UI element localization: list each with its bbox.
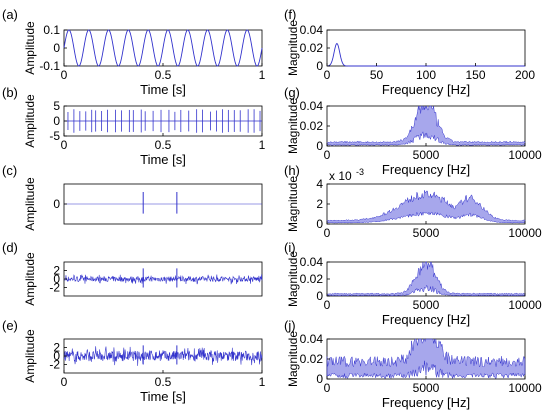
x-tick-label: 100 bbox=[416, 68, 436, 82]
y-tick-label: 0 bbox=[53, 197, 60, 211]
y-tick-label: 0.1 bbox=[43, 23, 60, 37]
x-axis-label: Frequency [Hz] bbox=[382, 162, 470, 177]
y-tick-label: 0 bbox=[53, 114, 60, 128]
y-tick-label: 0 bbox=[53, 349, 60, 363]
y-tick-label: 0.02 bbox=[300, 119, 324, 133]
y-tick-label: 0.04 bbox=[300, 255, 324, 269]
x-axis-label: Time [s] bbox=[140, 152, 186, 167]
x-tick-label: 1 bbox=[259, 138, 266, 152]
y-axis-label: Magnitude bbox=[286, 98, 300, 154]
panel-label: (h) bbox=[284, 163, 300, 178]
y-tick-label: 0 bbox=[316, 289, 323, 303]
x-tick-label: 0 bbox=[61, 138, 68, 152]
panel-label: (f) bbox=[284, 7, 296, 22]
panel-label: (j) bbox=[284, 318, 296, 333]
y-axis-label: Amplitude bbox=[23, 94, 37, 148]
x-tick-label: 150 bbox=[465, 68, 485, 82]
y-axis-label: Amplitude bbox=[23, 252, 37, 306]
sine-line bbox=[63, 29, 263, 67]
plot-frame bbox=[326, 29, 526, 67]
y-tick-label: 0.02 bbox=[300, 272, 324, 286]
x-tick-label: 10000 bbox=[508, 226, 542, 240]
x-tick-label: 5000 bbox=[413, 226, 440, 240]
x-axis-label: Frequency [Hz] bbox=[382, 395, 470, 410]
series-(j) bbox=[326, 338, 526, 380]
series-(a) bbox=[63, 29, 263, 67]
y-tick-label: 2 bbox=[53, 264, 60, 278]
y-axis-label: Amplitude bbox=[23, 177, 37, 231]
axis-multiplier: x 10 bbox=[329, 169, 352, 183]
x-tick-label: 5000 bbox=[413, 381, 440, 395]
signal-line bbox=[63, 274, 263, 285]
series-(b) bbox=[64, 109, 262, 133]
y-tick-label: 0 bbox=[316, 217, 323, 231]
y-axis-label: Magnitude bbox=[286, 251, 300, 307]
y-tick-label: 0.02 bbox=[300, 41, 324, 55]
y-tick-label: 0.04 bbox=[300, 99, 324, 113]
x-tick-label: 0 bbox=[324, 381, 331, 395]
y-tick-label: 2 bbox=[316, 197, 323, 211]
x-tick-label: 5000 bbox=[413, 148, 440, 162]
y-tick-label: 4 bbox=[316, 177, 323, 191]
y-tick-label: -2 bbox=[49, 281, 60, 295]
y-tick-label: -2 bbox=[49, 358, 60, 372]
panel-label: (c) bbox=[2, 163, 17, 178]
y-tick-label: 0.04 bbox=[300, 23, 324, 37]
y-tick-label: 0 bbox=[53, 272, 60, 286]
panel-label: (a) bbox=[2, 7, 18, 22]
plot-frame bbox=[63, 261, 263, 297]
series-(e) bbox=[63, 345, 263, 366]
signal-line bbox=[63, 346, 263, 366]
x-tick-label: 0 bbox=[324, 148, 331, 162]
spectrum-band bbox=[326, 338, 526, 380]
panel-label: (d) bbox=[2, 240, 18, 255]
x-tick-label: 10000 bbox=[508, 148, 542, 162]
y-tick-label: 0 bbox=[316, 59, 323, 73]
y-tick-label: 0 bbox=[316, 372, 323, 386]
y-axis-label: Amplitude bbox=[23, 21, 37, 75]
x-tick-label: 50 bbox=[370, 68, 384, 82]
x-tick-label: 0 bbox=[61, 68, 68, 82]
y-tick-label: 0.04 bbox=[300, 332, 324, 346]
series-(c) bbox=[64, 192, 262, 214]
x-axis-label: Frequency [Hz] bbox=[382, 82, 470, 97]
x-tick-label: 0 bbox=[61, 375, 68, 389]
y-tick-label: 0 bbox=[53, 41, 60, 55]
axis-multiplier-exponent: -3 bbox=[356, 167, 364, 177]
y-axis-label: Magnitude bbox=[286, 176, 300, 232]
x-tick-label: 5000 bbox=[413, 298, 440, 312]
y-tick-label: 0.02 bbox=[300, 352, 324, 366]
series-(d) bbox=[63, 268, 263, 288]
x-axis-label: Time [s] bbox=[140, 82, 186, 97]
x-tick-label: 0 bbox=[324, 226, 331, 240]
x-tick-label: 1 bbox=[259, 68, 266, 82]
x-tick-label: 0.5 bbox=[155, 375, 172, 389]
x-tick-label: 0.5 bbox=[155, 68, 172, 82]
y-axis-label: Magnitude bbox=[286, 20, 300, 76]
x-tick-label: 0 bbox=[324, 68, 331, 82]
x-tick-label: 0 bbox=[324, 298, 331, 312]
x-tick-label: 10000 bbox=[508, 381, 542, 395]
panel-label: (i) bbox=[284, 240, 296, 255]
x-tick-label: 200 bbox=[515, 68, 535, 82]
x-axis-label: Frequency [Hz] bbox=[382, 312, 470, 327]
x-tick-label: 0.5 bbox=[155, 138, 172, 152]
x-axis-label: Time [s] bbox=[140, 389, 186, 404]
y-tick-label: -0.1 bbox=[39, 59, 60, 73]
x-tick-label: 1 bbox=[259, 375, 266, 389]
y-tick-label: 0 bbox=[316, 139, 323, 153]
panel-label: (e) bbox=[2, 318, 18, 333]
panel-label: (g) bbox=[284, 85, 300, 100]
y-axis-label: Amplitude bbox=[23, 329, 37, 383]
y-tick-label: -5 bbox=[49, 129, 60, 143]
y-tick-label: 5 bbox=[53, 99, 60, 113]
y-axis-label: Magnitude bbox=[286, 331, 300, 387]
panel-label: (b) bbox=[2, 85, 18, 100]
y-tick-label: 2 bbox=[53, 341, 60, 355]
x-tick-label: 10000 bbox=[508, 298, 542, 312]
